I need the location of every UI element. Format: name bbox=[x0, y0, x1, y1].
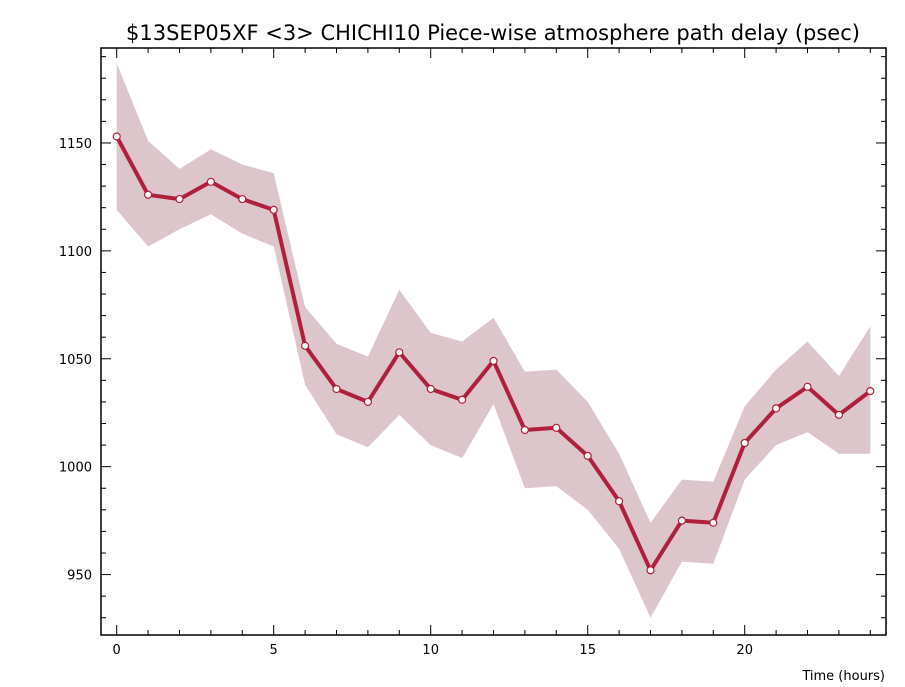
y-tick-label: 1000 bbox=[59, 461, 92, 476]
data-point bbox=[614, 497, 624, 506]
data-point bbox=[520, 425, 530, 435]
y-tick-label: 1050 bbox=[59, 353, 92, 368]
data-point bbox=[269, 205, 278, 214]
data-point bbox=[834, 410, 844, 419]
data-point bbox=[771, 404, 781, 413]
data-point bbox=[677, 516, 687, 525]
data-point bbox=[144, 190, 153, 199]
data-point bbox=[426, 384, 435, 394]
data-point bbox=[301, 341, 310, 350]
data-point bbox=[803, 382, 812, 391]
data-point bbox=[489, 356, 498, 366]
x-tick-label: 15 bbox=[579, 643, 596, 658]
data-point bbox=[646, 566, 655, 575]
data-point bbox=[395, 348, 404, 357]
x-tick-label: 0 bbox=[113, 643, 121, 658]
data-point bbox=[112, 132, 121, 141]
marker-layer bbox=[112, 132, 875, 575]
data-point bbox=[740, 438, 749, 448]
data-point bbox=[363, 397, 372, 407]
x-tick-label: 10 bbox=[422, 643, 439, 658]
x-tick-label: 20 bbox=[736, 643, 753, 658]
uncertainty-band-layer bbox=[116, 63, 871, 618]
y-tick-label: 1150 bbox=[59, 137, 92, 152]
uncertainty-band bbox=[116, 63, 871, 618]
x-axis-label: Time (hours) bbox=[801, 669, 885, 684]
data-point bbox=[206, 177, 215, 186]
tick-layer bbox=[101, 48, 886, 635]
data-point bbox=[175, 194, 184, 204]
data-point bbox=[709, 518, 718, 527]
data-point bbox=[866, 387, 875, 396]
y-tick-label: 950 bbox=[67, 569, 92, 584]
x-tick-label: 5 bbox=[270, 643, 278, 658]
chart-title: $13SEP05XF <3> CHICHI10 Piece-wise atmos… bbox=[126, 21, 860, 45]
y-tick-label: 1100 bbox=[59, 245, 92, 260]
data-point bbox=[238, 194, 247, 204]
data-point bbox=[332, 384, 341, 394]
data-point bbox=[458, 395, 467, 404]
data-point bbox=[552, 423, 561, 432]
tick-label-layer: 0 5 10 15 20 950 1000 1050 1100 1150 bbox=[59, 137, 753, 658]
data-point bbox=[583, 451, 592, 460]
